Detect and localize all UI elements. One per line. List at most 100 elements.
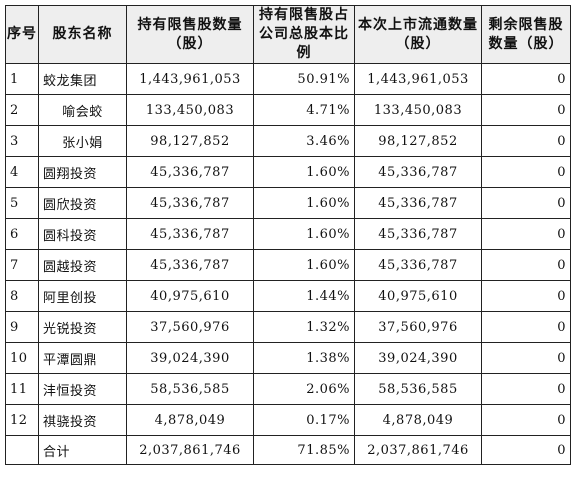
row-restricted-shares: 133,450,083: [126, 94, 254, 126]
row-remaining-shares: 0: [481, 218, 571, 250]
table-header: 序号 股东名称 持有限售股数量（股） 持有限售股占公司总股本比例 本次上市流通数…: [5, 5, 571, 64]
row-restricted-shares: 40,975,610: [126, 280, 254, 312]
total-row: 合计 2,037,861,746 71.85% 2,037,861,746 0: [5, 435, 571, 465]
row-seq: 2: [5, 94, 39, 126]
table-row: 12 祺骁投资 4,878,049 0.17% 4,878,049 0: [5, 404, 571, 436]
table-row: 8 阿里创投 40,975,610 1.44% 40,975,610 0: [5, 280, 571, 312]
row-shareholder-name: 张小娟: [38, 125, 127, 157]
row-ratio: 1.38%: [253, 342, 355, 374]
row-remaining-shares: 0: [481, 404, 571, 436]
table-row: 9 光锐投资 37,560,976 1.32% 37,560,976 0: [5, 311, 571, 343]
row-seq: 7: [5, 249, 39, 281]
row-listed-shares: 98,127,852: [354, 125, 482, 157]
total-seq-cell: [5, 435, 39, 465]
row-remaining-shares: 0: [481, 125, 571, 157]
total-listed: 2,037,861,746: [354, 435, 482, 465]
total-label: 合计: [38, 435, 127, 465]
row-restricted-shares: 4,878,049: [126, 404, 254, 436]
row-ratio: 4.71%: [253, 94, 355, 126]
row-listed-shares: 133,450,083: [354, 94, 482, 126]
header-restricted-shares: 持有限售股数量（股）: [126, 5, 254, 64]
row-shareholder-name: 喻会蛟: [38, 94, 127, 126]
table-row: 3 张小娟 98,127,852 3.46% 98,127,852 0: [5, 125, 571, 157]
row-restricted-shares: 45,336,787: [126, 249, 254, 281]
row-listed-shares: 4,878,049: [354, 404, 482, 436]
table-row: 10 平潭圆鼎 39,024,390 1.38% 39,024,390 0: [5, 342, 571, 374]
row-ratio: 0.17%: [253, 404, 355, 436]
table-row: 11 沣恒投资 58,536,585 2.06% 58,536,585 0: [5, 373, 571, 405]
row-seq: 10: [5, 342, 39, 374]
header-shareholder-name: 股东名称: [38, 5, 127, 64]
row-shareholder-name: 光锐投资: [38, 311, 127, 343]
table-row: 6 圆科投资 45,336,787 1.60% 45,336,787 0: [5, 218, 571, 250]
total-ratio: 71.85%: [253, 435, 355, 465]
row-shareholder-name: 平潭圆鼎: [38, 342, 127, 374]
table-row: 1 蛟龙集团 1,443,961,053 50.91% 1,443,961,053 0: [5, 63, 571, 95]
row-shareholder-name: 蛟龙集团: [38, 63, 127, 95]
row-ratio: 2.06%: [253, 373, 355, 405]
row-shareholder-name: 阿里创投: [38, 280, 127, 312]
row-shareholder-name: 祺骁投资: [38, 404, 127, 436]
row-shareholder-name: 沣恒投资: [38, 373, 127, 405]
row-listed-shares: 45,336,787: [354, 187, 482, 219]
header-seq: 序号: [5, 5, 39, 64]
row-seq: 5: [5, 187, 39, 219]
row-ratio: 50.91%: [253, 63, 355, 95]
row-ratio: 1.60%: [253, 156, 355, 188]
row-remaining-shares: 0: [481, 63, 571, 95]
header-listed-shares: 本次上市流通数量（股）: [354, 5, 482, 64]
row-listed-shares: 39,024,390: [354, 342, 482, 374]
table-row: 4 圆翔投资 45,336,787 1.60% 45,336,787 0: [5, 156, 571, 188]
row-restricted-shares: 45,336,787: [126, 187, 254, 219]
row-remaining-shares: 0: [481, 373, 571, 405]
row-seq: 4: [5, 156, 39, 188]
row-seq: 8: [5, 280, 39, 312]
row-remaining-shares: 0: [481, 311, 571, 343]
row-restricted-shares: 45,336,787: [126, 218, 254, 250]
row-remaining-shares: 0: [481, 94, 571, 126]
header-ratio: 持有限售股占公司总股本比例: [253, 5, 355, 64]
row-restricted-shares: 39,024,390: [126, 342, 254, 374]
row-listed-shares: 58,536,585: [354, 373, 482, 405]
table-row: 5 圆欣投资 45,336,787 1.60% 45,336,787 0: [5, 187, 571, 219]
row-seq: 1: [5, 63, 39, 95]
row-ratio: 1.60%: [253, 218, 355, 250]
header-row: 序号 股东名称 持有限售股数量（股） 持有限售股占公司总股本比例 本次上市流通数…: [5, 5, 571, 64]
row-ratio: 1.60%: [253, 187, 355, 219]
row-shareholder-name: 圆翔投资: [38, 156, 127, 188]
row-listed-shares: 45,336,787: [354, 156, 482, 188]
row-restricted-shares: 37,560,976: [126, 311, 254, 343]
row-restricted-shares: 45,336,787: [126, 156, 254, 188]
row-listed-shares: 40,975,610: [354, 280, 482, 312]
table-row: 7 圆越投资 45,336,787 1.60% 45,336,787 0: [5, 249, 571, 281]
row-listed-shares: 45,336,787: [354, 249, 482, 281]
header-remaining-shares: 剩余限售股数量（股）: [481, 5, 571, 64]
row-listed-shares: 37,560,976: [354, 311, 482, 343]
row-remaining-shares: 0: [481, 249, 571, 281]
row-listed-shares: 45,336,787: [354, 218, 482, 250]
row-seq: 6: [5, 218, 39, 250]
row-listed-shares: 1,443,961,053: [354, 63, 482, 95]
row-ratio: 1.32%: [253, 311, 355, 343]
row-seq: 12: [5, 404, 39, 436]
row-remaining-shares: 0: [481, 156, 571, 188]
row-ratio: 3.46%: [253, 125, 355, 157]
row-seq: 11: [5, 373, 39, 405]
row-shareholder-name: 圆越投资: [38, 249, 127, 281]
row-seq: 9: [5, 311, 39, 343]
row-remaining-shares: 0: [481, 187, 571, 219]
table-row: 2 喻会蛟 133,450,083 4.71% 133,450,083 0: [5, 94, 571, 126]
restricted-shares-table: 序号 股东名称 持有限售股数量（股） 持有限售股占公司总股本比例 本次上市流通数…: [5, 5, 571, 465]
row-remaining-shares: 0: [481, 342, 571, 374]
row-remaining-shares: 0: [481, 280, 571, 312]
row-shareholder-name: 圆欣投资: [38, 187, 127, 219]
row-restricted-shares: 98,127,852: [126, 125, 254, 157]
row-seq: 3: [5, 125, 39, 157]
row-restricted-shares: 58,536,585: [126, 373, 254, 405]
total-remaining: 0: [481, 435, 571, 465]
row-restricted-shares: 1,443,961,053: [126, 63, 254, 95]
row-ratio: 1.44%: [253, 280, 355, 312]
table-body: 1 蛟龙集团 1,443,961,053 50.91% 1,443,961,053 0 2 喻…: [5, 63, 571, 465]
row-ratio: 1.60%: [253, 249, 355, 281]
total-shares: 2,037,861,746: [126, 435, 254, 465]
